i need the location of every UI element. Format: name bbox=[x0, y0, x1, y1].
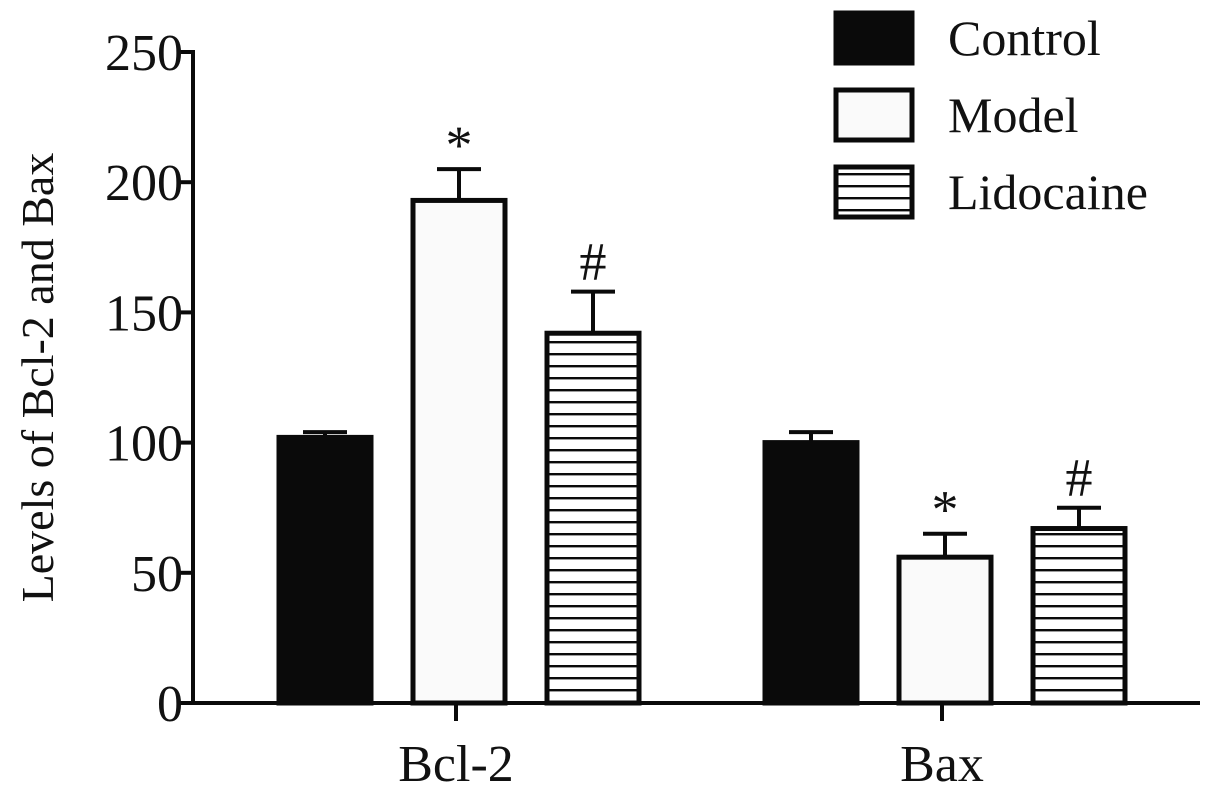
y-tick-label: 250 bbox=[105, 25, 183, 82]
legend-swatch-lidocaine bbox=[833, 164, 915, 220]
bar-model-bcl-2 bbox=[410, 197, 508, 706]
y-tick-label: 50 bbox=[131, 546, 183, 603]
legend-swatch-model bbox=[833, 87, 915, 143]
bar-control-bax bbox=[762, 440, 860, 706]
x-tick-label: Bax bbox=[900, 736, 984, 793]
legend-label: Control bbox=[948, 10, 1101, 66]
axes: 0 50 100 150 200 250 Levels of Bcl-2 and Bax Bc… bbox=[12, 25, 1200, 793]
y-tick-label: 100 bbox=[105, 416, 183, 473]
legend-swatch-control bbox=[833, 10, 915, 66]
y-tick-label: 0 bbox=[157, 676, 183, 733]
x-tick-label: Bcl-2 bbox=[398, 736, 514, 793]
y-tick-label: 150 bbox=[105, 285, 183, 342]
significance-marker: # bbox=[580, 232, 607, 292]
significance-marker: * bbox=[932, 480, 959, 540]
annotations: * # * # bbox=[446, 115, 1093, 540]
legend-label: Lidocaine bbox=[948, 164, 1148, 220]
bar-control-bcl-2 bbox=[276, 434, 374, 706]
bars bbox=[276, 167, 1128, 706]
bar-lidocaine-bax bbox=[1030, 526, 1128, 706]
y-tick-label: 200 bbox=[105, 155, 183, 212]
legend-label: Model bbox=[948, 87, 1079, 143]
significance-marker: * bbox=[446, 115, 473, 175]
y-axis-label: Levels of Bcl-2 and Bax bbox=[12, 153, 63, 603]
significance-marker: # bbox=[1066, 448, 1093, 508]
bar-model-bax bbox=[896, 554, 994, 706]
legend: Control Model Lidocaine bbox=[833, 10, 1148, 220]
bar-lidocaine-bcl-2 bbox=[544, 330, 642, 706]
